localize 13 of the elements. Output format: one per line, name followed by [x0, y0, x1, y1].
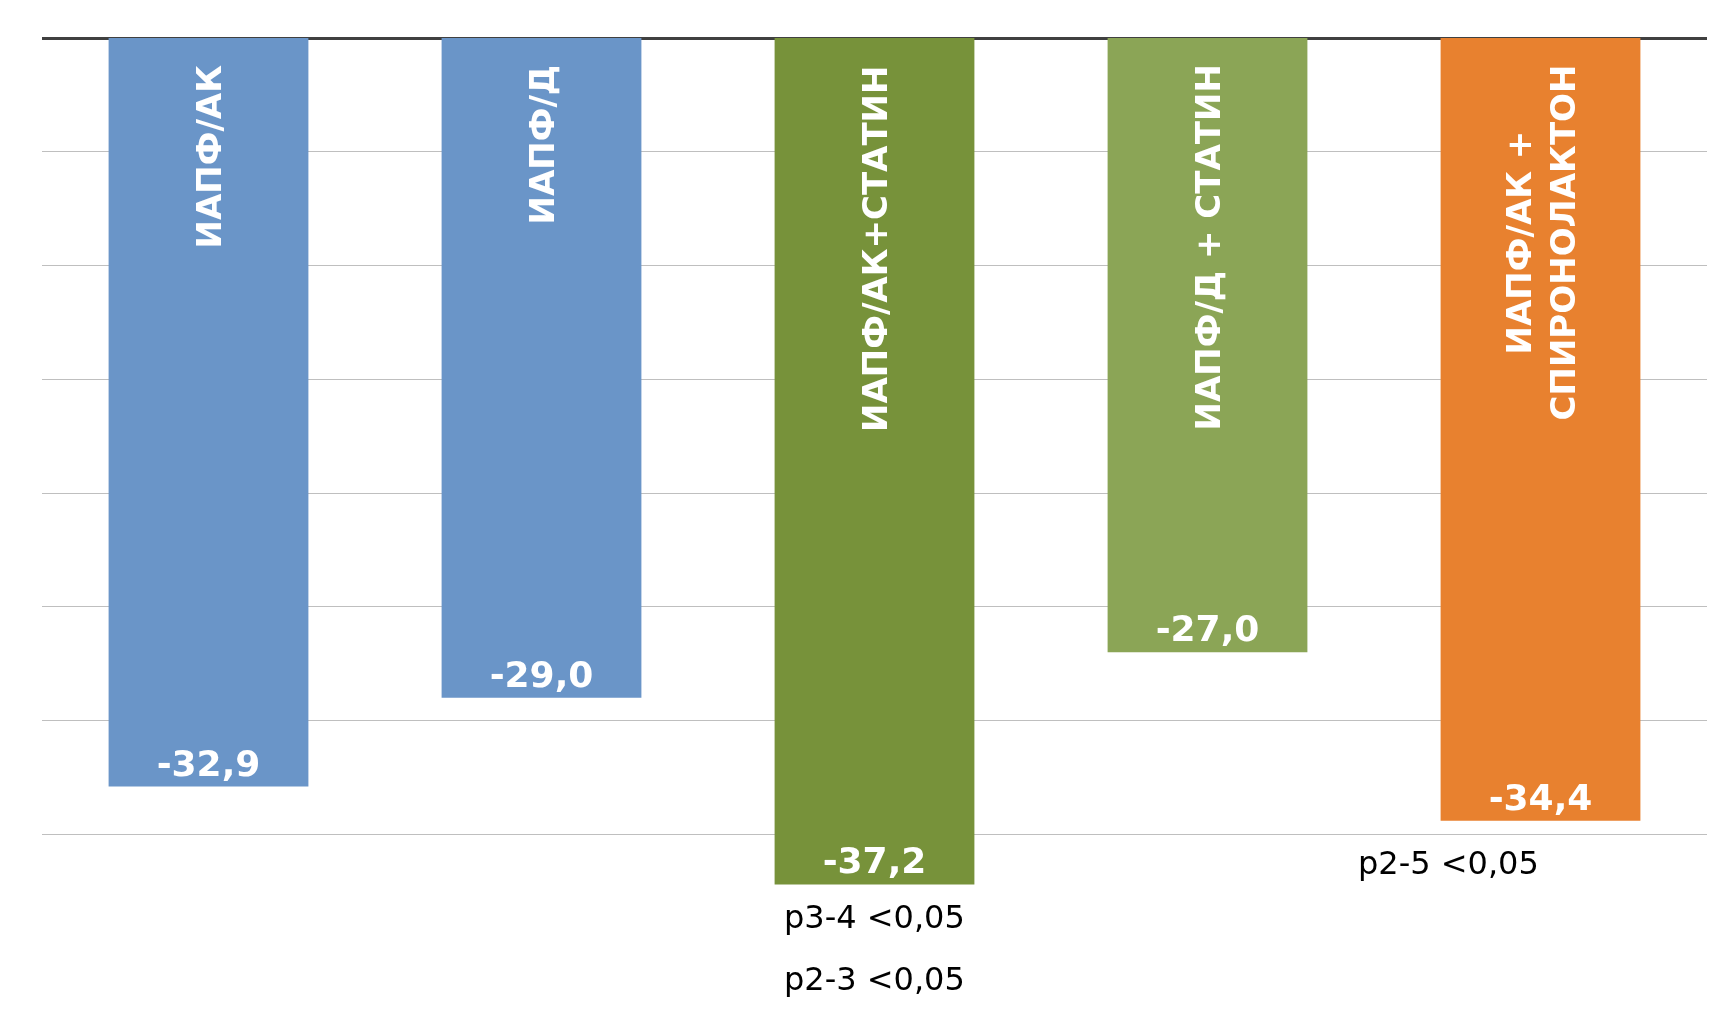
text: p3-4 <0,05: [784, 898, 965, 936]
data-label: -27,0: [1155, 608, 1260, 650]
x-tick-label: ИАПФ/АК + СПИРОНОЛАКТОН: [1498, 64, 1583, 421]
data-label: -32,9: [156, 742, 261, 784]
x-tick-label: ИАПФ/Д: [521, 64, 562, 225]
x-tick-label: ИАПФ/АК+СТАТИН: [855, 65, 895, 432]
data-label: -37,2: [822, 840, 927, 882]
annotation: p2-5 <0,05: [1358, 844, 1539, 882]
x-tick-label: ИАПФ/АК: [188, 64, 229, 249]
x-tick-label: ИАПФ/Д + СТАТИН: [1187, 64, 1228, 431]
data-label: -29,0: [489, 653, 594, 695]
data-label: -34,4: [1488, 776, 1593, 818]
text: p2-3 <0,05: [784, 960, 965, 998]
